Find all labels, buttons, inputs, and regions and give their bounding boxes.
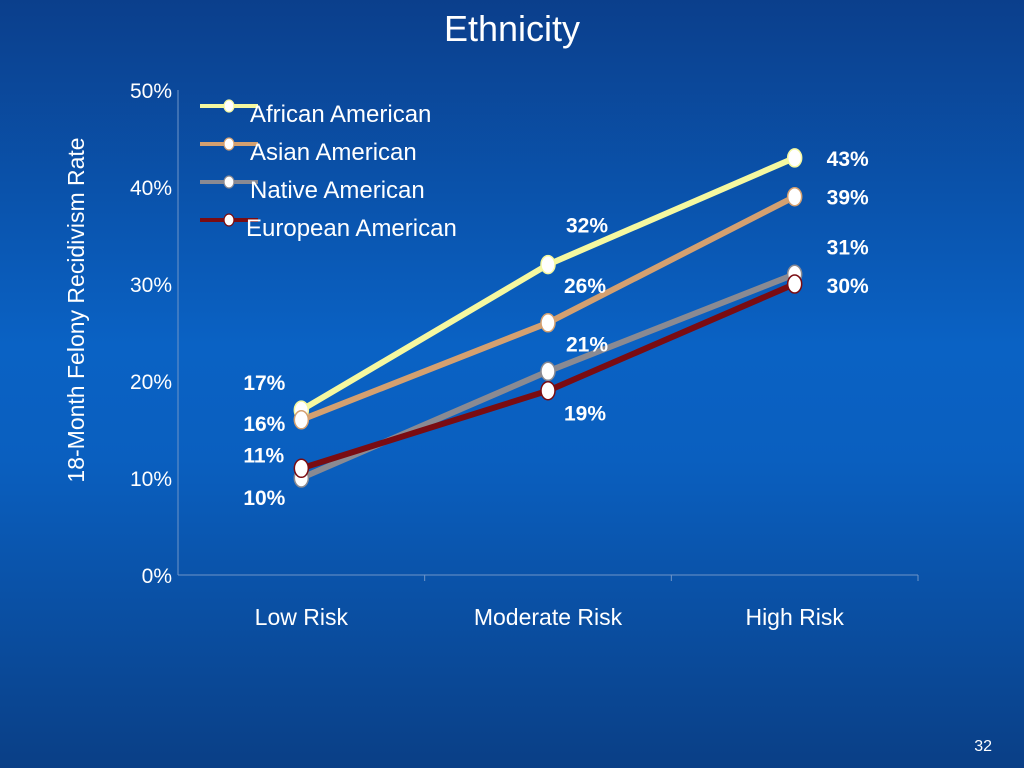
legend-marker: [223, 175, 235, 189]
legend-label: African American: [250, 101, 431, 128]
data-point: [293, 458, 310, 479]
data-label: 43%: [827, 148, 869, 171]
series-points: [293, 148, 803, 488]
data-label: 26%: [564, 275, 606, 298]
y-tick-label: 50%: [130, 80, 172, 103]
data-label: 39%: [827, 187, 869, 210]
data-label: 11%: [243, 444, 284, 467]
chart-legend: African American Asian American Native Ame…: [200, 99, 457, 242]
data-labels: 17% 32% 43% 16% 26% 39% 10% 21% 31% 11% 19% 30%: [243, 148, 869, 510]
y-tick-label: 20%: [130, 371, 172, 394]
data-label: 17%: [243, 372, 285, 395]
data-point: [540, 313, 556, 333]
y-tick-label: 10%: [130, 468, 172, 491]
data-label: 21%: [566, 333, 608, 356]
data-point: [540, 361, 556, 382]
chart-axes: 0% 10% 20% 30% 40% 50% Low Risk Moderate Risk Hi…: [63, 80, 919, 630]
data-point: [786, 186, 803, 207]
y-tick-label: 0%: [142, 565, 172, 588]
data-label: 19%: [564, 403, 606, 426]
data-point: [540, 254, 556, 275]
y-tick-label: 30%: [130, 274, 172, 297]
x-tick-label: High Risk: [745, 604, 844, 630]
slide-number: 32: [974, 738, 992, 755]
y-tick-label: 40%: [130, 177, 172, 200]
legend-label: European American: [246, 215, 457, 242]
data-label: 10%: [243, 487, 285, 510]
data-point: [786, 274, 803, 294]
legend-marker: [223, 137, 235, 151]
data-label: 30%: [827, 275, 869, 298]
y-axis-title: 18-Month Felony Recidivism Rate: [63, 137, 89, 482]
legend-label: Asian American: [250, 139, 417, 166]
data-label: 31%: [827, 236, 869, 259]
legend-label: Native American: [250, 177, 425, 204]
data-point: [293, 410, 310, 430]
x-tick-label: Low Risk: [255, 604, 349, 630]
legend-marker: [223, 99, 235, 113]
data-point: [786, 148, 803, 168]
x-tick-label: Moderate Risk: [474, 604, 623, 630]
data-label: 16%: [243, 413, 285, 436]
data-point: [540, 380, 556, 401]
data-label: 32%: [566, 215, 608, 238]
legend-marker: [223, 213, 235, 227]
slide-title: Ethnicity: [443, 8, 581, 49]
